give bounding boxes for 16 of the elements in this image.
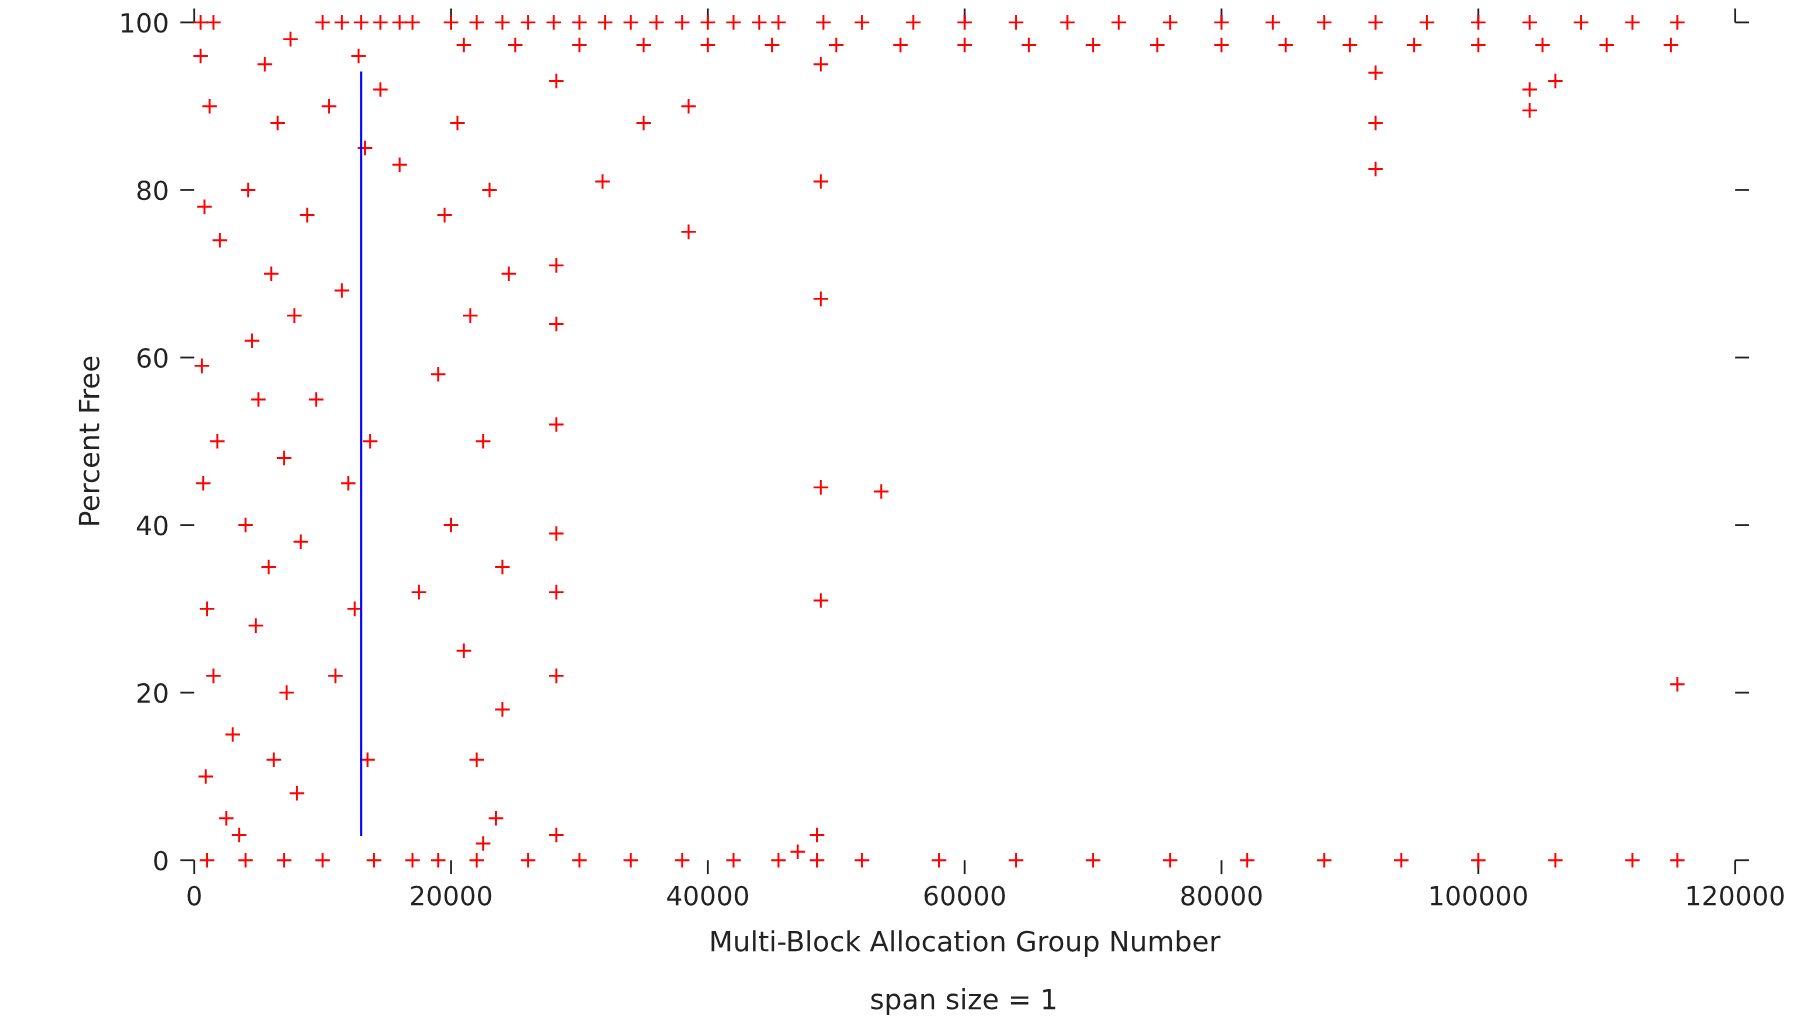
y-tick-label: 0 <box>154 850 168 871</box>
y-axis-title: Percent Free <box>78 356 100 525</box>
y-tick-label: 40 <box>136 515 168 536</box>
y-tick-label: 60 <box>137 347 168 368</box>
x-tick-label: 0 <box>187 885 201 906</box>
text: span size = 1 <box>871 988 1056 1015</box>
y-tick-label: 80 <box>137 180 168 201</box>
x-tick-label: 60000 <box>924 885 1005 906</box>
y-tick-label: 100 <box>121 12 168 33</box>
x-tick-label: 80000 <box>1181 885 1262 906</box>
x-axis-title: Multi-Block Allocation Group Number <box>711 930 1221 958</box>
x-tick-label: 20000 <box>410 885 492 906</box>
x-tick-label: 120000 <box>1687 885 1784 906</box>
y-tick-label: 20 <box>137 683 168 704</box>
x-tick-label: 100000 <box>1430 885 1527 906</box>
x-tick-label: 40000 <box>667 885 749 906</box>
